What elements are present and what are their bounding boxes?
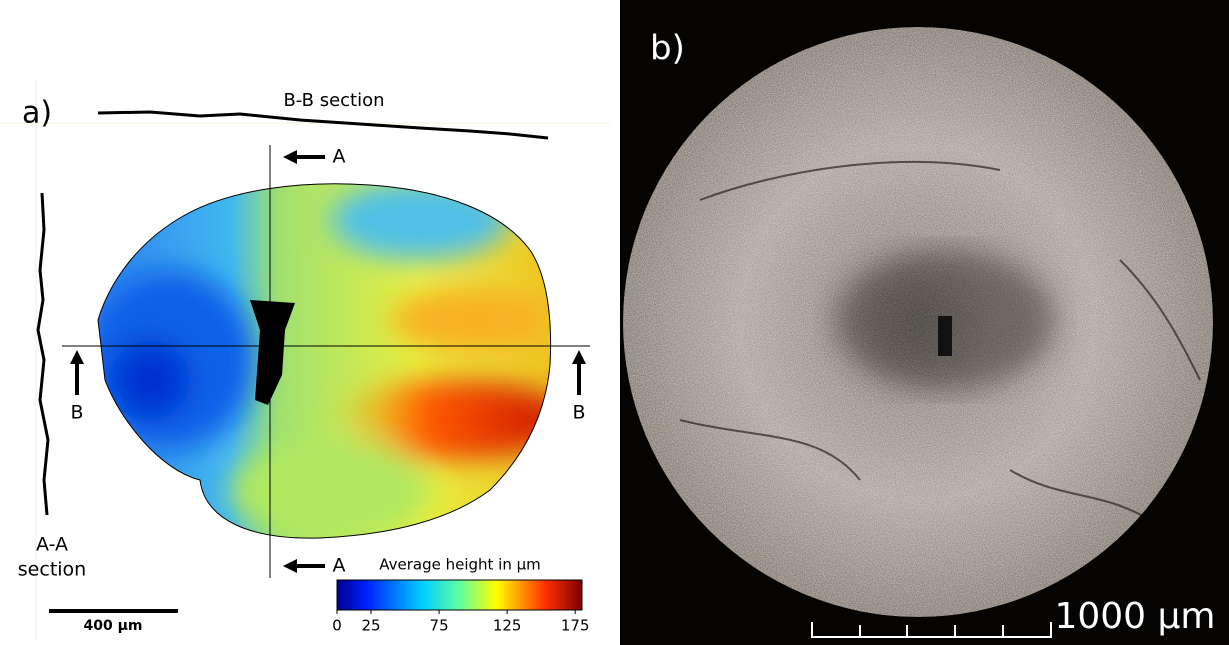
aa-profile bbox=[36, 192, 50, 516]
section-arrows bbox=[70, 150, 586, 573]
colorbar bbox=[336, 579, 583, 611]
panel-a: a) B-B section A-A section bbox=[0, 80, 610, 640]
panel-label: b) bbox=[650, 29, 685, 69]
section-mark: B bbox=[70, 402, 83, 424]
colorbar-tick-label: 175 bbox=[561, 617, 590, 635]
colorbar-tick-label: 125 bbox=[493, 617, 522, 635]
section-label: B-B section bbox=[283, 90, 384, 111]
map-outline bbox=[97, 183, 552, 539]
colorbar-tick-label: 0 bbox=[332, 617, 342, 635]
colorbar-tick-label: 25 bbox=[361, 617, 380, 635]
section-label: A-A bbox=[36, 534, 68, 556]
bb-profile bbox=[97, 110, 549, 140]
colorbar-title: Average height in µm bbox=[379, 556, 541, 574]
panel-b: b) 1000 µm bbox=[620, 0, 1229, 645]
scale-bar bbox=[811, 622, 1052, 638]
section-mark: A bbox=[333, 555, 346, 577]
panel-label: a) bbox=[22, 96, 52, 131]
height-map bbox=[98, 183, 551, 539]
scale-label: 1000 µm bbox=[1054, 596, 1215, 637]
section-label: section bbox=[18, 559, 86, 581]
section-mark: B bbox=[572, 402, 585, 424]
section-mark: A bbox=[333, 146, 346, 168]
micrograph bbox=[623, 27, 1213, 617]
scale-label: 400 µm bbox=[84, 618, 143, 634]
colorbar-tick-label: 75 bbox=[430, 617, 449, 635]
